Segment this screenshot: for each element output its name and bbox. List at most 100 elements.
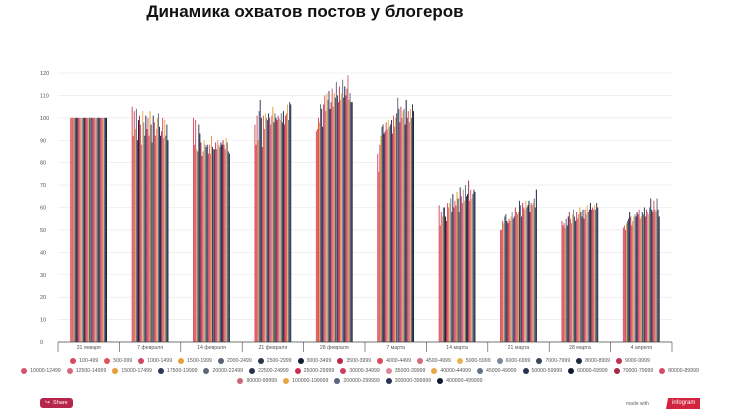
bar [317,117,319,342]
bar [268,113,270,342]
legend-swatch [496,358,503,364]
bar [80,117,82,342]
bar [463,200,465,342]
y-tick-label: 30 [40,273,46,279]
legend-item[interactable]: 4000-4499 [377,358,411,364]
legend-item[interactable]: 7000-7999 [536,358,570,364]
bar [595,209,597,342]
legend-label: 15000-17499 [121,368,152,374]
bar [500,229,502,342]
bar [339,86,340,342]
legend-label: 10000-12499 [30,368,61,374]
x-tick-label: 4 апреля [631,345,653,351]
bar [593,209,595,342]
legend-item[interactable]: 22500-24999 [249,368,289,374]
legend-swatch [385,368,392,374]
legend-item[interactable]: 80000-89999 [659,368,699,374]
bar [653,200,655,342]
legend-item[interactable]: 15000-17499 [112,368,152,374]
legend-item[interactable]: 3500-3999 [337,358,371,364]
legend-item[interactable]: 25000-29999 [294,368,335,374]
bar [523,207,525,342]
share-button[interactable]: ↪ Share [40,398,73,408]
bar [563,223,565,342]
legend-item[interactable]: 6000-6999 [496,358,530,364]
bar [656,198,658,342]
bar [636,211,638,342]
bar [513,216,515,342]
bar [443,207,445,342]
legend-item[interactable]: 17500-19999 [157,368,197,374]
legend-item[interactable]: 1500-1999 [178,358,212,364]
legend-item[interactable]: 300000-399999 [385,378,431,384]
legend-item[interactable]: 12500-14999 [66,368,106,374]
y-tick-label: 120 [40,71,49,77]
infogram-badge[interactable]: infogram [666,398,701,409]
legend-swatch [437,378,444,384]
bar [626,223,627,342]
legend-label: 5000-5999 [465,358,491,364]
bar [207,153,209,342]
bar [413,111,415,342]
legend-item[interactable]: 70000-79999 [613,368,653,374]
legend-item[interactable]: 100000-199999 [283,378,328,384]
bar [573,209,575,342]
bar [83,117,85,342]
bar [470,189,472,342]
bar [91,117,93,342]
share-icon: ↪ [45,400,51,406]
bar [516,214,518,342]
bar [525,200,527,342]
legend-item[interactable]: 90000-99999 [237,378,277,384]
bar [349,93,351,342]
legend-item[interactable]: 200000-299999 [334,378,380,384]
legend-item[interactable]: 1000-1499 [138,358,172,364]
bar [473,189,475,342]
legend-label: 35000-39999 [394,368,426,374]
legend-item[interactable]: 20000-22499 [203,368,243,374]
bar [136,140,138,342]
bar [529,211,531,342]
bar [254,124,256,342]
legend-item[interactable]: 60000-69999 [568,368,608,374]
legend-item[interactable]: 50000-59999 [522,368,562,374]
bar [566,225,568,342]
bar [638,209,640,342]
legend-item[interactable]: 2000-2499 [217,358,252,364]
legend-swatch [203,368,210,374]
legend-item[interactable]: 40000-44999 [431,368,471,374]
bar [210,135,212,342]
legend-label: 3500-3999 [346,358,372,364]
legend-item[interactable]: 500-999 [104,358,132,364]
legend-item[interactable]: 10000-12499 [21,368,61,374]
legend-item[interactable]: 8000-8999 [576,358,610,364]
legend-item[interactable]: 9000-9999 [616,358,650,364]
bar [528,200,530,342]
bar [208,144,210,342]
y-tick-label: 70 [40,183,46,189]
legend-item[interactable]: 5000-5999 [456,358,491,364]
bar [637,214,639,342]
legend-item[interactable]: 35000-39999 [385,368,426,374]
legend-item[interactable]: 100-499 [70,358,98,364]
legend-item[interactable]: 2500-2999 [257,358,292,364]
bar [273,122,275,342]
legend-item[interactable]: 30000-34999 [340,368,380,374]
bar [642,214,644,342]
legend-swatch [66,368,73,374]
legend-label: 25000-29999 [303,368,335,374]
legend-item[interactable]: 400000-499999 [437,378,483,384]
bar [99,117,101,342]
y-tick-label: 90 [40,138,46,144]
legend-item[interactable]: 3000-3499 [297,358,331,364]
legend-swatch [416,358,423,364]
legend-item[interactable]: 4500-4999 [416,358,451,364]
bar [282,111,284,342]
bar [89,117,91,342]
bar [632,220,634,342]
bar [530,203,532,342]
bar [512,218,514,342]
legend-item[interactable]: 45000-49999 [476,368,517,374]
legend-row: 100-499 500-999 1000-1499 1500-1999 2000-249… [30,356,690,366]
bar [407,111,409,342]
